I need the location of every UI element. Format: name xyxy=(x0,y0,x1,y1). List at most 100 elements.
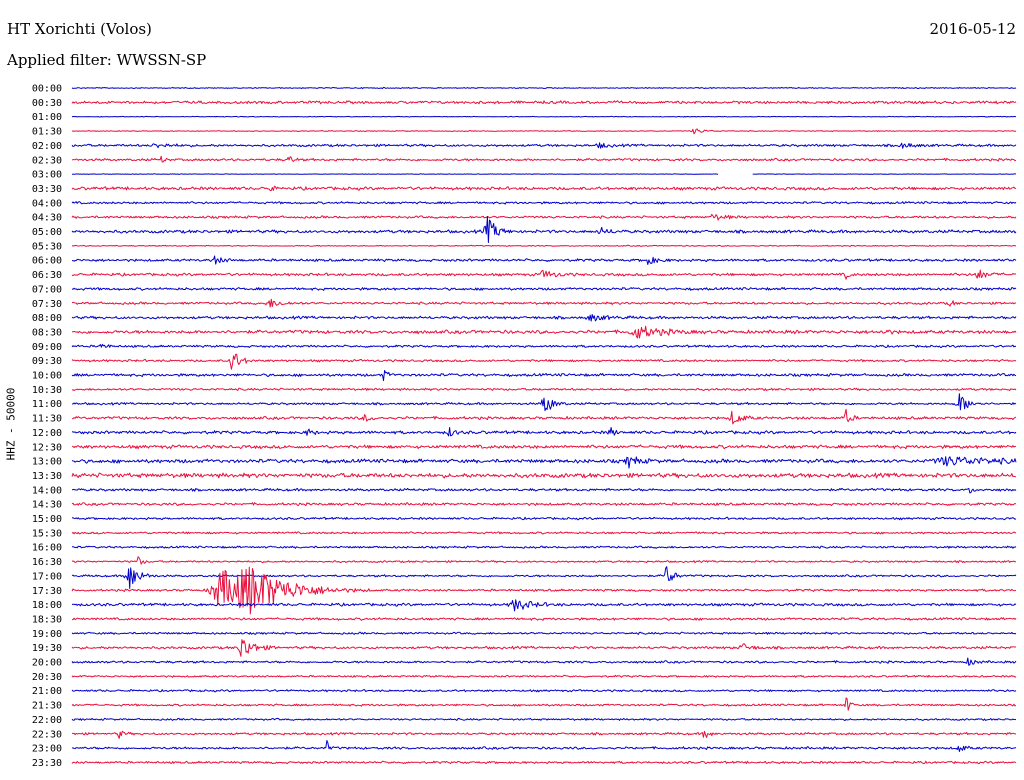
time-label: 04:30 xyxy=(32,213,62,224)
time-label: 09:30 xyxy=(32,356,62,367)
time-label: 10:00 xyxy=(32,371,62,382)
time-label: 11:00 xyxy=(32,399,62,410)
time-label: 12:30 xyxy=(32,442,62,453)
trace-0030 xyxy=(71,100,1017,105)
time-label: 05:30 xyxy=(32,241,62,252)
time-label: 21:00 xyxy=(32,686,62,697)
time-label: 03:00 xyxy=(32,170,62,181)
time-label: 02:30 xyxy=(32,155,62,166)
trace-1930 xyxy=(71,639,1017,657)
time-label: 15:30 xyxy=(32,528,62,539)
time-label: 01:30 xyxy=(32,127,62,138)
time-label: 04:00 xyxy=(32,198,62,209)
trace-0400 xyxy=(71,201,1017,205)
time-label: 23:30 xyxy=(32,758,62,769)
time-label: 07:00 xyxy=(32,284,62,295)
trace-2030 xyxy=(71,674,1017,678)
filter-label: Applied filter: WWSSN-SP xyxy=(7,51,207,69)
trace-1600 xyxy=(71,545,1017,549)
trace-0900 xyxy=(71,343,1017,348)
trace-0200 xyxy=(71,142,1017,149)
time-label: 14:30 xyxy=(32,500,62,511)
time-label: 11:30 xyxy=(32,414,62,425)
time-label: 17:30 xyxy=(32,586,62,597)
trace-1830 xyxy=(71,617,1017,621)
time-label: 13:30 xyxy=(32,471,62,482)
trace-1000 xyxy=(71,370,1017,382)
time-label: 23:00 xyxy=(32,744,62,755)
time-label: 13:00 xyxy=(32,457,62,468)
time-label: 08:30 xyxy=(32,327,62,338)
trace-0000 xyxy=(71,86,1017,90)
trace-2200 xyxy=(71,717,1017,721)
time-label: 15:00 xyxy=(32,514,62,525)
trace-2000 xyxy=(71,657,1017,666)
trace-2300 xyxy=(71,740,1017,752)
time-label: 12:00 xyxy=(32,428,62,439)
trace-group xyxy=(71,86,1017,765)
time-label: 22:00 xyxy=(32,715,62,726)
trace-0500 xyxy=(71,216,1017,243)
trace-0730 xyxy=(71,298,1017,308)
time-label: 03:30 xyxy=(32,184,62,195)
time-label: 16:00 xyxy=(32,543,62,554)
trace-2230 xyxy=(71,730,1017,739)
trace-1100 xyxy=(71,393,1017,412)
trace-0700 xyxy=(71,287,1017,291)
trace-0800 xyxy=(71,314,1017,322)
time-label: 07:30 xyxy=(32,299,62,310)
trace-1330 xyxy=(71,472,1016,479)
trace-1630 xyxy=(71,556,1017,565)
time-label: 09:00 xyxy=(32,342,62,353)
time-label: 22:30 xyxy=(32,729,62,740)
trace-0100 xyxy=(71,115,1017,118)
trace-0630 xyxy=(71,269,1017,280)
time-label: 21:30 xyxy=(32,701,62,712)
trace-1700 xyxy=(71,566,1017,589)
trace-0600 xyxy=(72,255,1017,265)
time-label: 19:00 xyxy=(32,629,62,640)
trace-0930 xyxy=(71,353,1017,370)
time-label: 18:00 xyxy=(32,600,62,611)
trace-2130 xyxy=(71,697,1017,711)
trace-1430 xyxy=(71,502,1017,507)
time-label: 00:00 xyxy=(32,84,62,95)
time-label: 18:30 xyxy=(32,614,62,625)
trace-0130 xyxy=(71,128,1017,135)
time-label: 02:00 xyxy=(32,141,62,152)
trace-0330 xyxy=(71,185,1017,192)
trace-0230 xyxy=(71,155,1017,163)
trace-1300 xyxy=(71,456,1017,469)
trace-0830 xyxy=(71,325,1017,339)
trace-1230 xyxy=(71,444,1016,450)
time-label: 20:30 xyxy=(32,672,62,683)
time-label: 14:00 xyxy=(32,485,62,496)
time-label: 01:00 xyxy=(32,112,62,123)
trace-1900 xyxy=(71,631,1017,635)
time-label: 20:00 xyxy=(32,658,62,669)
trace-1130 xyxy=(71,408,1017,425)
trace-2330 xyxy=(71,760,1017,765)
trace-1400 xyxy=(71,487,1017,494)
station-title: HT Xorichti (Volos) xyxy=(7,20,152,38)
time-label: 06:00 xyxy=(32,256,62,267)
time-label: 06:30 xyxy=(32,270,62,281)
time-label: 00:30 xyxy=(32,98,62,109)
trace-0430 xyxy=(71,213,1017,221)
time-label: 17:00 xyxy=(32,571,62,582)
time-label-group: 00:00 00:30 01:00 01:30 02:00 02:30 03:00 03:30… xyxy=(32,84,62,769)
trace-1730 xyxy=(71,566,1017,615)
trace-1030 xyxy=(71,387,1017,392)
trace-2100 xyxy=(71,689,1017,693)
trace-1500 xyxy=(71,516,1017,521)
trace-1800 xyxy=(71,599,1017,612)
trace-1200 xyxy=(71,427,1017,437)
record-date: 2016-05-12 xyxy=(929,20,1016,38)
time-label: 08:00 xyxy=(32,313,62,324)
time-label: 16:30 xyxy=(32,557,62,568)
trace-1530 xyxy=(71,531,1017,535)
time-label: 19:30 xyxy=(32,643,62,654)
time-label: 05:00 xyxy=(32,227,62,238)
time-label: 10:30 xyxy=(32,385,62,396)
